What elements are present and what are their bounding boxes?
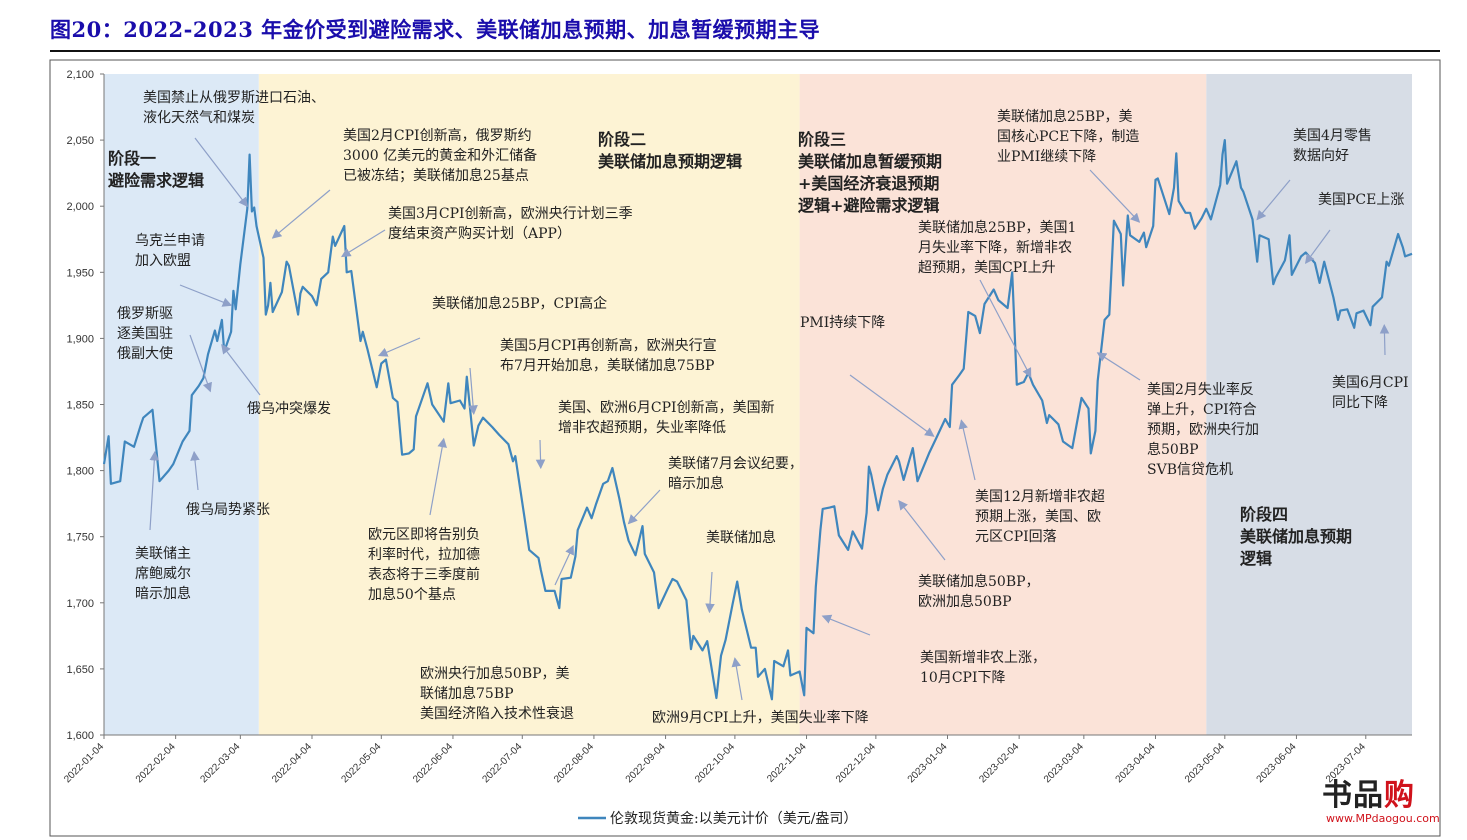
chart-frame <box>49 59 1441 837</box>
annotation-23: 美国2月失业率反弹上升，CPI符合预期，欧洲央行加息50BP SVB信贷危机 <box>1147 381 1259 478</box>
annotation-21: 美联储加息25BP，美国1 月失业率下降，新增非农超预期，美国CPI上升 <box>918 219 1076 276</box>
annotation-arrow-11 <box>705 571 715 614</box>
annotation-15: 美联储主席鲍威尔暗示加息 <box>135 546 191 602</box>
x-tick-label: 2022-02-04 <box>134 741 178 785</box>
phase-band-3 <box>799 74 1207 735</box>
y-tick-label: 1,650 <box>66 664 94 676</box>
annotation-26: 美国6月CPI 同比下降 <box>1332 375 1409 411</box>
annotation-18: 美国新增非农上涨， 10月CPI下降 <box>920 650 1046 686</box>
annotation-17: PMI持续下降 <box>800 314 885 331</box>
phase-label-4: 阶段四美联储加息预期逻辑 <box>1240 505 1352 568</box>
annotation-arrow-13 <box>554 544 574 586</box>
legend-label: 伦敦现货黄金:以美元计价（美元/盎司） <box>610 810 857 827</box>
watermark-brand-suffix: 购 <box>1384 778 1415 813</box>
x-tick-label: 2022-07-04 <box>480 741 524 785</box>
phase-label-3: 阶段三美联储加息暂缓预期+美国经济衰退预期逻辑+避险需求逻辑 <box>798 130 942 215</box>
annotation-2: 美国2月CPI创新高，俄罗斯约 3000 亿美元的黄金和外汇储备已被冻结；美联储加… <box>343 127 537 184</box>
x-tick-label: 2022-06-04 <box>411 741 455 785</box>
x-tick-label: 2022-09-04 <box>624 741 668 785</box>
annotation-arrow-25 <box>1304 229 1331 265</box>
annotation-4: 乌克兰申请加入欧盟 <box>135 233 205 269</box>
x-tick-label: 2023-05-04 <box>1183 741 1227 785</box>
annotation-12: 欧元区即将告别负利率时代，拉加德表态将于三季度前加息50个基点 <box>368 527 480 603</box>
x-tick-label: 2022-04-04 <box>270 741 314 785</box>
y-tick-label: 2,100 <box>66 69 94 81</box>
annotation-arrow-17 <box>849 374 935 437</box>
phase-band-1 <box>104 74 259 735</box>
annotation-arrow-12 <box>429 437 447 516</box>
watermark-logo: 书品购 www.MPdaogou.com <box>1322 770 1447 830</box>
annotation-arrow-23 <box>1096 352 1141 381</box>
annotation-arrow-3 <box>341 229 386 258</box>
annotation-9: 美国、欧洲6月CPI创新高，美国新增非农超预期，失业率降低 <box>558 399 775 436</box>
annotation-arrow-6 <box>221 344 261 396</box>
x-tick-label: 2023-04-04 <box>1114 741 1158 785</box>
x-tick-label: 2023-02-04 <box>977 741 1021 785</box>
annotation-16: 俄乌局势紧张 <box>186 502 270 518</box>
watermark-brand-prefix: 书品 <box>1322 778 1384 813</box>
x-tick-label: 2022-03-04 <box>199 741 243 785</box>
x-tick-label: 2022-11-04 <box>765 741 809 785</box>
gold-price-line <box>102 139 1413 701</box>
annotation-arrow-20 <box>958 419 976 481</box>
annotation-arrow-7 <box>377 337 421 357</box>
x-tick-label: 2022-08-04 <box>552 741 596 785</box>
y-tick-label: 1,900 <box>66 333 94 345</box>
phase-label-2: 阶段二美联储加息预期逻辑 <box>598 130 742 171</box>
annotation-arrow-24 <box>1256 179 1291 221</box>
annotation-arrow-19 <box>898 500 946 561</box>
annotation-13: 欧洲央行加息50BP，美联储加息75BP 美国经济陷入技术性衰退 <box>420 665 574 722</box>
annotation-arrow-22 <box>1089 169 1141 223</box>
watermark-url: www.MPdaogou.com <box>1326 812 1440 825</box>
annotation-arrow-4 <box>179 284 233 307</box>
annotation-25: 美国PCE上涨 <box>1318 192 1404 208</box>
figure-title: 图20：2022-2023 年金价受到避险需求、美联储加息预期、加息暂缓预期主导 <box>50 17 821 42</box>
phase-label-1: 阶段一避险需求逻辑 <box>108 149 204 190</box>
annotation-arrow-9 <box>535 439 546 470</box>
annotation-11: 美联储加息 <box>706 529 776 546</box>
y-tick-label: 1,800 <box>66 466 94 478</box>
x-tick-label: 2023-03-04 <box>1042 741 1086 785</box>
annotation-6: 俄乌冲突爆发 <box>247 401 331 417</box>
annotation-1: 美国禁止从俄罗斯进口石油、液化天然气和煤炭 <box>143 90 325 126</box>
y-tick-label: 2,050 <box>66 135 94 147</box>
annotation-arrow-8 <box>468 367 478 415</box>
annotation-20: 美国12月新增非农超预期上涨，美国、欧元区CPI回落 <box>975 489 1105 545</box>
x-tick-label: 2022-12-04 <box>834 741 878 785</box>
x-tick-label: 2023-01-04 <box>906 741 950 785</box>
annotation-24: 美国4月零售数据向好 <box>1293 128 1372 164</box>
y-tick-label: 1,600 <box>66 730 94 742</box>
title-rule <box>50 50 1440 52</box>
annotation-22: 美联储加息25BP，美国核心PCE下降，制造业PMI继续下降 <box>997 108 1139 165</box>
annotation-arrow-5 <box>189 334 212 393</box>
x-tick-label: 2022-05-04 <box>339 741 383 785</box>
annotation-arrow-26 <box>1379 323 1390 356</box>
annotation-14: 欧洲9月CPI上升，美国失业率下降 <box>652 709 869 726</box>
annotation-3: 美国3月CPI创新高，欧洲央行计划三季度结束资产购买计划（APP） <box>388 205 633 242</box>
annotation-arrow-14 <box>731 657 743 701</box>
annotation-arrow-10 <box>627 489 661 525</box>
x-tick-label: 2022-01-04 <box>62 741 106 785</box>
annotation-arrow-18 <box>821 614 871 636</box>
y-tick-label: 1,700 <box>66 598 94 610</box>
x-tick-label: 2022-10-04 <box>693 741 737 785</box>
annotation-8: 美国5月CPI再创新高，欧洲央行宣布7月开始加息，美联储加息75BP <box>500 337 717 374</box>
x-tick-label: 2023-06-04 <box>1255 741 1299 785</box>
annotation-arrow-2 <box>271 189 331 239</box>
annotation-7: 美联储加息25BP，CPI高企 <box>432 295 607 312</box>
y-tick-label: 1,950 <box>66 267 94 279</box>
y-tick-label: 1,750 <box>66 532 94 544</box>
phase-band-2 <box>258 74 800 735</box>
annotation-19: 美联储加息50BP，欧洲加息50BP <box>918 573 1040 610</box>
annotation-arrow-15 <box>149 450 160 531</box>
annotation-arrow-21 <box>979 279 1032 378</box>
annotation-arrow-1 <box>194 137 249 208</box>
annotation-10: 美联储7月会议纪要，暗示加息 <box>668 456 803 492</box>
annotation-5: 俄罗斯驱逐美国驻俄副大使 <box>117 306 173 362</box>
annotation-arrow-16 <box>190 450 200 491</box>
y-tick-label: 2,000 <box>66 201 94 213</box>
y-tick-label: 1,850 <box>66 400 94 412</box>
